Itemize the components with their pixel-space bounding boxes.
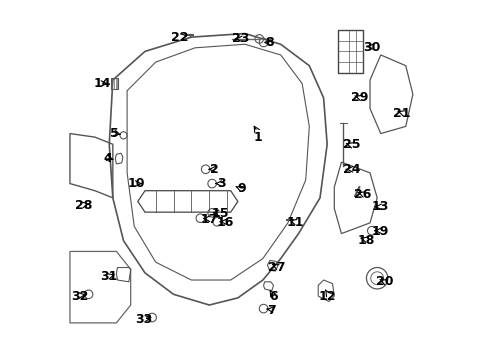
Text: 28: 28	[75, 198, 92, 212]
Text: 31: 31	[100, 270, 118, 283]
Text: 14: 14	[94, 77, 111, 90]
Text: 23: 23	[232, 32, 249, 45]
Text: 24: 24	[343, 163, 360, 176]
Text: 18: 18	[358, 234, 375, 247]
Text: 22: 22	[171, 31, 189, 44]
Text: 8: 8	[266, 36, 274, 49]
Text: 4: 4	[103, 152, 112, 165]
Text: 2: 2	[210, 163, 219, 176]
Text: 20: 20	[376, 275, 394, 288]
Text: 13: 13	[372, 200, 390, 213]
Text: 30: 30	[364, 41, 381, 54]
Text: 10: 10	[127, 177, 145, 190]
Text: 29: 29	[351, 91, 368, 104]
Text: 25: 25	[343, 138, 360, 151]
Text: 5: 5	[110, 127, 119, 140]
Text: 27: 27	[269, 261, 286, 274]
Text: 26: 26	[354, 188, 371, 201]
Text: 1: 1	[253, 131, 262, 144]
Text: 17: 17	[200, 213, 218, 226]
Text: 11: 11	[286, 216, 304, 229]
Text: 21: 21	[392, 107, 410, 120]
Text: 3: 3	[218, 177, 226, 190]
Text: 7: 7	[268, 304, 276, 317]
Text: 6: 6	[270, 289, 278, 303]
Text: 16: 16	[217, 216, 234, 229]
Text: 19: 19	[371, 225, 389, 238]
Text: 32: 32	[71, 289, 89, 303]
Text: 33: 33	[136, 313, 153, 326]
Text: 9: 9	[237, 183, 246, 195]
Text: 15: 15	[211, 207, 229, 220]
Text: 12: 12	[318, 289, 336, 303]
